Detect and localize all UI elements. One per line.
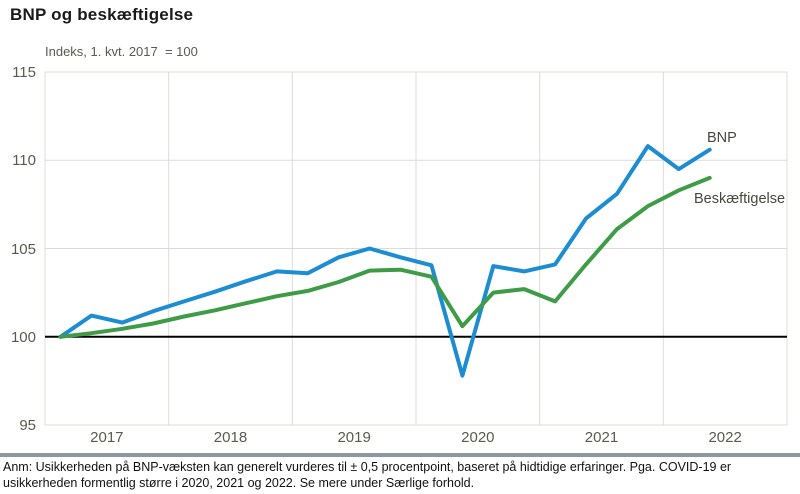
plot-area [44,71,788,426]
series-label-bnp: BNP [707,130,737,146]
y-tick-110: 110 [12,152,36,170]
x-tick-2021: 2021 [584,429,619,446]
x-tick-2017: 2017 [90,429,124,446]
x-tick-2022: 2022 [708,429,742,446]
y-tick-95: 95 [19,417,36,434]
y-tick-100: 100 [10,328,36,346]
divider-bar [0,453,800,457]
footnote: Anm: Usikkerheden på BNP-væksten kan gen… [3,460,732,490]
series-label-beskaeftigelse: Beskæftigelse [694,191,786,207]
x-tick-2019: 2019 [337,429,371,446]
axis-unit-label: Indeks, 1. kvt. 2017 = 100 [45,44,198,59]
x-tick-2020: 2020 [461,429,495,446]
y-tick-115: 115 [12,64,36,81]
y-tick-105: 105 [10,240,36,258]
chart-title: BNP og beskæftigelse [10,5,194,24]
x-tick-2018: 2018 [213,429,248,446]
